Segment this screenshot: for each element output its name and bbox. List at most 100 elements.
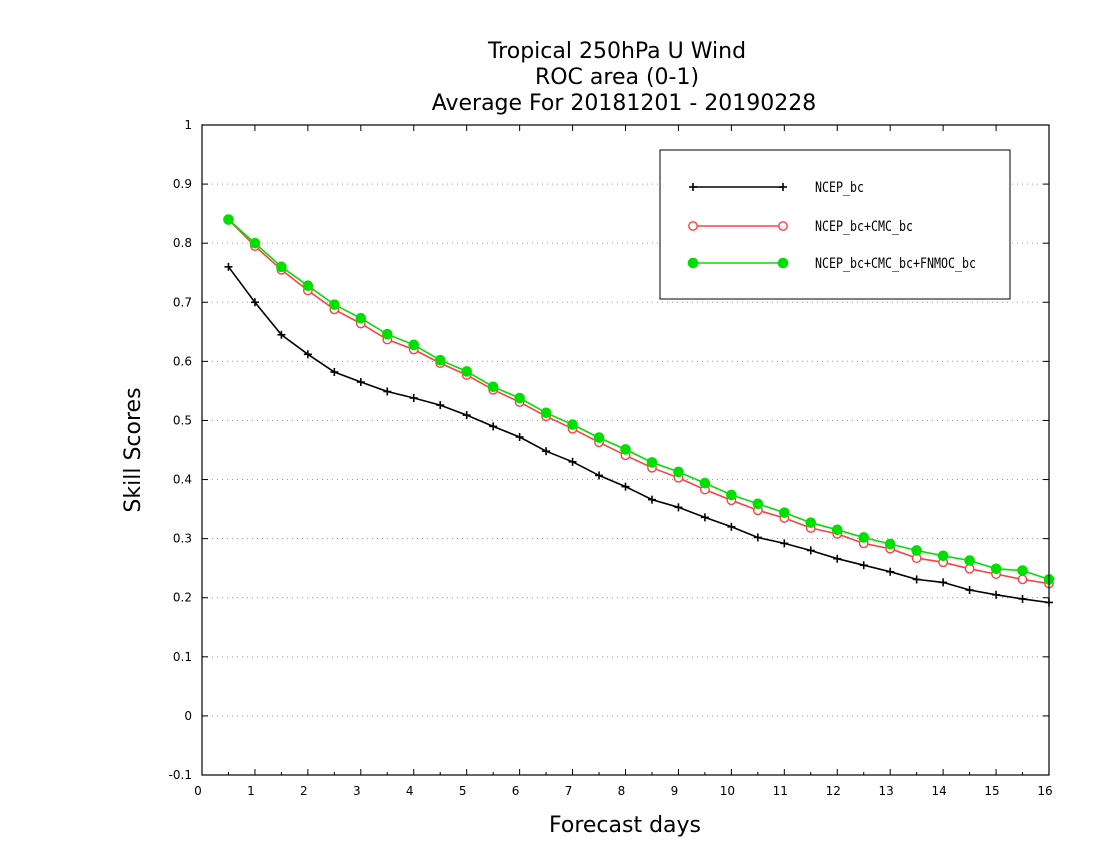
- y-tick-label: 1: [184, 118, 192, 132]
- data-point: [939, 578, 948, 587]
- data-point: [276, 261, 287, 273]
- data-point: [514, 392, 525, 404]
- axis-layer: -0.100.10.20.30.40.50.60.70.80.910 1 2 3 4 5 6…: [169, 118, 1053, 798]
- y-tick-label: 0.3: [173, 532, 192, 546]
- x-tick-label: 12: [826, 784, 841, 798]
- data-point: [1017, 574, 1028, 585]
- data-point: [911, 545, 922, 556]
- x-tick-label: 14: [931, 784, 946, 798]
- data-point: [620, 444, 631, 455]
- data-point: [884, 538, 896, 550]
- x-tick-label: 9: [671, 784, 679, 798]
- data-point: [699, 477, 711, 489]
- series-line: [227, 266, 1050, 604]
- data-point: [780, 539, 789, 548]
- series-1: [224, 262, 1053, 607]
- legend-marker: [688, 221, 698, 231]
- data-point: [595, 471, 604, 480]
- y-tick-label: 0.2: [173, 591, 192, 605]
- data-point: [224, 262, 233, 271]
- data-point: [568, 457, 577, 466]
- data-point: [436, 401, 445, 410]
- data-point: [277, 330, 286, 339]
- data-point: [806, 546, 815, 555]
- y-tick-label: 0.7: [173, 295, 192, 309]
- data-point: [886, 567, 895, 576]
- data-point: [621, 482, 630, 491]
- data-point: [674, 503, 683, 512]
- data-point: [489, 422, 498, 431]
- data-point: [646, 457, 658, 468]
- data-point: [964, 563, 975, 574]
- data-point: [567, 419, 578, 430]
- data-point: [302, 280, 314, 292]
- y-tick-label: 0.1: [173, 650, 192, 664]
- y-tick-label: -0.1: [169, 768, 192, 782]
- data-point: [937, 550, 949, 562]
- data-point: [329, 299, 340, 310]
- data-point: [409, 394, 418, 402]
- legend-marker: [779, 183, 787, 191]
- legend-marker: [689, 183, 697, 191]
- x-tick-label: 16: [1037, 784, 1052, 798]
- y-tick-label: 0: [184, 709, 192, 723]
- data-point: [462, 411, 471, 420]
- data-point: [752, 498, 764, 510]
- data-point: [1017, 565, 1028, 576]
- x-tick-label: 1: [247, 784, 255, 798]
- x-axis-label: Forecast days: [549, 813, 701, 838]
- data-point: [223, 214, 234, 225]
- data-point: [726, 489, 737, 501]
- x-tick-label: 7: [565, 784, 573, 798]
- x-tick-label: 2: [300, 784, 308, 798]
- data-point: [965, 586, 974, 595]
- data-point: [461, 366, 472, 377]
- legend-marker: [687, 257, 699, 269]
- y-axis-label: Skill Scores: [121, 387, 146, 512]
- plot-frame: [201, 124, 1050, 776]
- data-point: [912, 575, 921, 584]
- y-tick-label: 0.6: [173, 354, 192, 368]
- legend-label: NCEP_bc: [815, 180, 864, 196]
- data-point: [1018, 594, 1027, 603]
- chart-title-line-2: ROC area (0-1): [535, 65, 699, 90]
- legend-entry-1: NCEP_bc: [689, 180, 864, 196]
- x-tick-label: 11: [773, 784, 788, 798]
- data-point: [408, 339, 420, 351]
- legend-marker: [777, 257, 789, 269]
- legend-marker: [778, 221, 788, 231]
- data-point: [249, 237, 261, 249]
- legend-label: NCEP_bc+CMC_bc: [815, 219, 913, 235]
- y-tick-label: 0.8: [173, 236, 192, 250]
- data-point: [303, 350, 312, 359]
- data-point: [990, 563, 1002, 575]
- data-point: [859, 561, 868, 570]
- data-point: [383, 387, 392, 396]
- data-point: [700, 513, 709, 522]
- legend-entry-2: NCEP_bc+CMC_bc: [688, 219, 913, 235]
- x-tick-label: 8: [618, 784, 626, 798]
- y-tick-label: 0.9: [173, 177, 192, 191]
- legend-entry-3: NCEP_bc+CMC_bc+FNMOC_bc: [687, 256, 976, 272]
- data-point: [673, 466, 684, 478]
- x-tick-label: 10: [720, 784, 735, 798]
- data-point: [434, 354, 446, 366]
- data-point: [381, 328, 393, 340]
- data-point: [487, 381, 499, 393]
- data-point: [964, 555, 975, 566]
- data-point: [250, 298, 259, 307]
- y-tick-label: 0.4: [173, 473, 192, 487]
- chart-title-line-3: Average For 20181201 - 20190228: [432, 91, 817, 116]
- x-tick-label: 3: [353, 784, 361, 798]
- data-point: [858, 532, 870, 543]
- x-tick-label: 4: [406, 784, 414, 798]
- data-point: [992, 590, 1001, 599]
- data-point: [540, 407, 552, 419]
- data-point: [833, 554, 842, 563]
- y-tick-label: 0.5: [173, 413, 192, 427]
- chart-title-line-1: Tropical 250hPa U Wind: [487, 39, 746, 64]
- series-3: [223, 214, 1055, 585]
- data-point: [515, 433, 524, 441]
- legend-box: [659, 149, 1011, 300]
